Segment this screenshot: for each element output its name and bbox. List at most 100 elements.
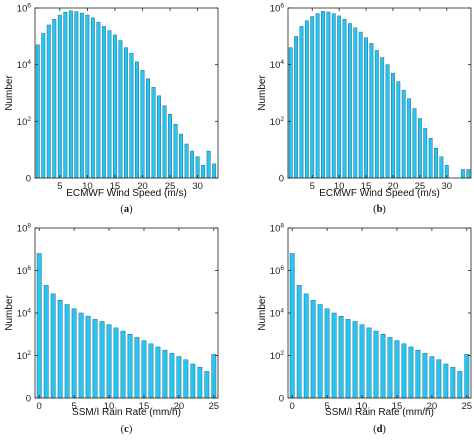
- y-tick-label: 0: [26, 394, 31, 405]
- bar: [434, 148, 438, 179]
- bar: [197, 366, 203, 399]
- bar: [374, 50, 379, 179]
- bar: [112, 34, 117, 179]
- plot-frame: [34, 7, 219, 179]
- bar: [366, 327, 372, 399]
- bar: [352, 321, 358, 399]
- bar: [396, 81, 401, 179]
- bar: [190, 150, 195, 179]
- bar: [74, 11, 79, 179]
- bar: [50, 293, 56, 399]
- y-tick-label: 106: [270, 265, 285, 277]
- panel-a: 5 10 15 20 25 30 0 102 104 106 Number ECMWF Wind Sp…: [4, 3, 219, 215]
- bar: [68, 10, 73, 179]
- bar: [331, 13, 336, 179]
- bar: [211, 354, 217, 399]
- y-tick-label: 102: [17, 350, 32, 362]
- y-tick-label: 104: [270, 59, 285, 71]
- bar: [324, 308, 330, 399]
- bar: [310, 16, 315, 179]
- bar: [331, 312, 337, 399]
- panel-b: 5 10 15 20 25 30 0 102 104 106 Number ECMWF Wind Sp…: [257, 3, 472, 215]
- bar: [173, 123, 178, 179]
- x-tick-label: 0: [290, 401, 295, 412]
- y-tick-label: 108: [270, 223, 285, 235]
- bar: [428, 138, 433, 179]
- y-tick-label: 104: [270, 308, 285, 320]
- x-tick-label: 10: [82, 181, 93, 192]
- bar: [85, 14, 90, 179]
- bar: [96, 21, 101, 179]
- y-tick-label: 108: [17, 223, 32, 235]
- bar: [394, 340, 400, 399]
- bar: [385, 64, 390, 179]
- bar: [303, 293, 309, 399]
- bar: [36, 253, 42, 399]
- panel-label: (c): [121, 424, 133, 435]
- plot-frame: [287, 7, 472, 179]
- bar: [422, 353, 428, 399]
- bar: [134, 337, 140, 399]
- y-axis-label: Number: [4, 75, 15, 111]
- bar: [183, 359, 189, 399]
- x-tick-label: 15: [361, 181, 372, 192]
- bar: [450, 366, 456, 399]
- bar: [391, 72, 395, 179]
- x-tick-label: 30: [192, 181, 203, 192]
- bar: [146, 78, 150, 179]
- bar: [85, 315, 91, 399]
- x-tick-label: 15: [392, 401, 403, 412]
- bar: [120, 330, 126, 399]
- bar: [118, 40, 123, 179]
- x-tick-label: 25: [165, 181, 176, 192]
- bar: [436, 359, 442, 399]
- bar: [79, 12, 84, 179]
- x-tick-label: 0: [37, 401, 42, 412]
- y-tick-label: 104: [17, 59, 32, 71]
- bar: [162, 349, 168, 399]
- bar: [129, 53, 134, 179]
- bar: [310, 300, 316, 399]
- y-tick-label: 106: [17, 3, 32, 15]
- y-tick-label: 0: [279, 394, 284, 405]
- x-tick-label: 30: [441, 181, 452, 192]
- x-axis-label: SSM/I Rain Rate (mm/h): [72, 407, 181, 418]
- x-tick-label: 5: [310, 181, 315, 192]
- bar: [212, 163, 217, 179]
- x-tick-label: 25: [462, 401, 473, 412]
- bar: [92, 319, 98, 399]
- bar: [401, 343, 407, 399]
- bar: [326, 11, 331, 179]
- bar: [195, 156, 200, 179]
- x-tick-label: 5: [71, 401, 76, 412]
- x-axis-label: SSM/I Rain Rate (mm/h): [325, 407, 434, 418]
- x-tick-label: 10: [334, 181, 345, 192]
- bar: [464, 354, 470, 399]
- bar: [304, 20, 309, 179]
- panel-label: (b): [373, 204, 386, 215]
- bar: [140, 70, 145, 179]
- x-axis-label: ECMWF Wind Speed (m/s): [319, 188, 440, 199]
- x-tick-label: 10: [357, 401, 368, 412]
- bar: [78, 312, 84, 399]
- bar: [201, 165, 206, 179]
- y-tick-label: 102: [270, 116, 285, 128]
- bar: [57, 300, 63, 399]
- bar: [169, 353, 175, 399]
- y-tick-label: 106: [270, 3, 285, 15]
- bar: [46, 24, 51, 179]
- x-tick-label: 5: [57, 181, 62, 192]
- bar: [415, 349, 421, 399]
- bar: [359, 324, 365, 399]
- bar: [317, 304, 323, 399]
- bar: [141, 340, 147, 399]
- bar: [52, 19, 57, 179]
- bar: [151, 87, 156, 179]
- bar: [113, 327, 119, 399]
- bar: [407, 98, 412, 179]
- bar: [315, 13, 320, 179]
- bar: [461, 169, 465, 179]
- x-tick-label: 20: [174, 401, 185, 412]
- bar: [288, 47, 293, 179]
